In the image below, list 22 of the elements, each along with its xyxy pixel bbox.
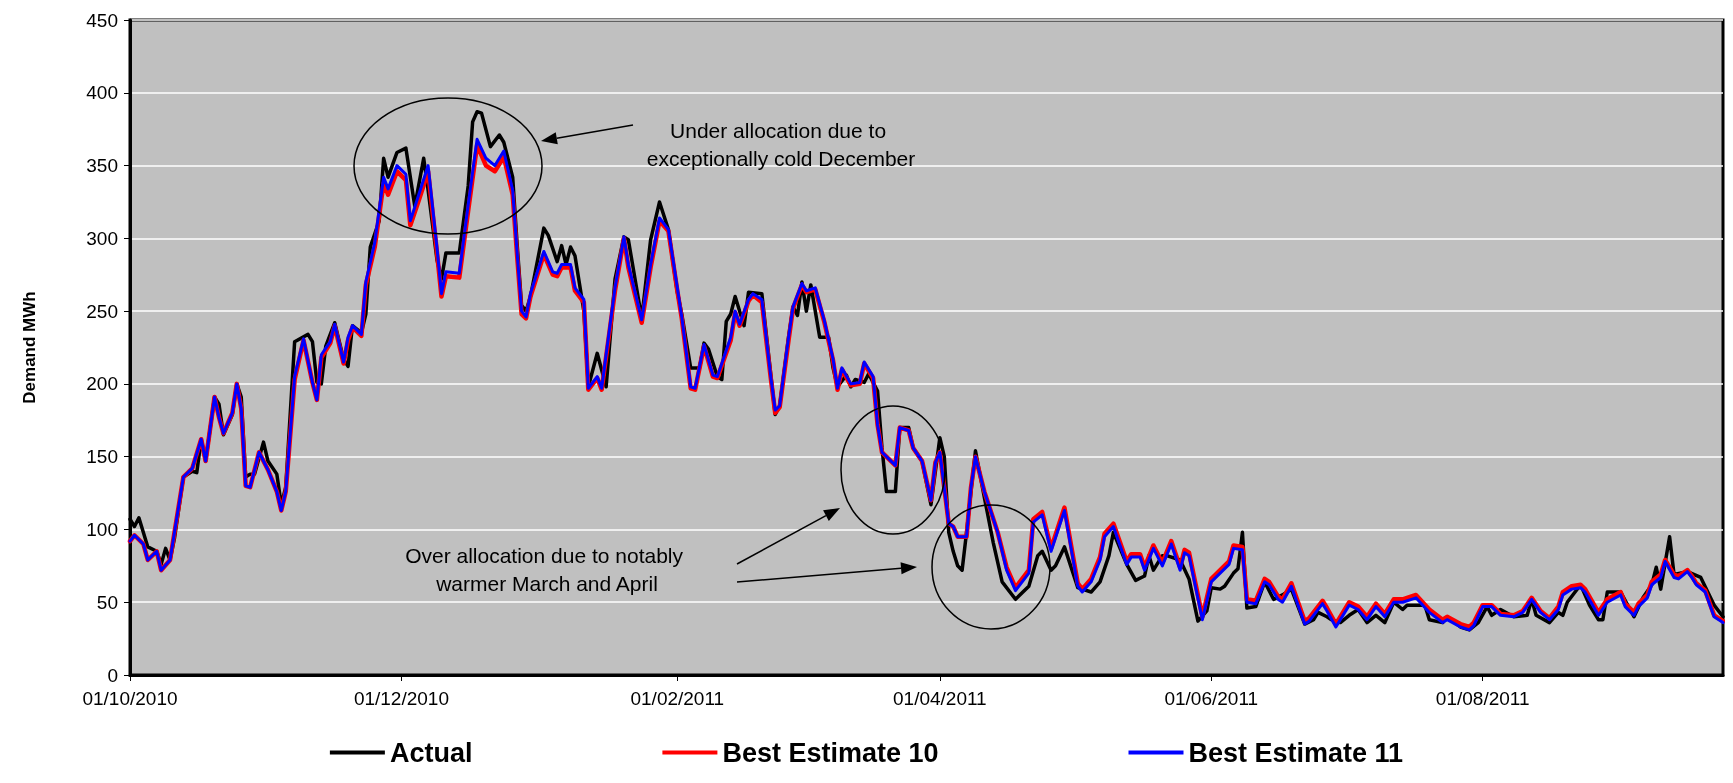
y-tick-label: 50 (96, 591, 118, 613)
x-tick-label: 01/12/2010 (353, 688, 449, 709)
x-tick-label: 01/10/2010 (82, 688, 178, 709)
annotation: Under allocation due to exceptionally cold December (646, 118, 916, 170)
annotation: Over allocation due to notably warmer March and April (405, 543, 689, 595)
y-tick-label: 250 (86, 300, 118, 322)
y-tick-label: 0 (107, 664, 118, 686)
x-tick-label: 01/08/2011 (1435, 688, 1530, 709)
legend-label: Best Estimate 10 (722, 737, 939, 768)
legend-label: Actual (389, 737, 473, 768)
x-tick-label: 01/04/2011 (893, 688, 987, 709)
y-tick-label: 400 (86, 82, 118, 104)
y-tick-label: 350 (86, 155, 118, 177)
x-tick-label: 01/06/2011 (1164, 688, 1259, 709)
y-axis-title: Demand MWh (20, 291, 39, 404)
y-tick-label: 300 (86, 227, 118, 249)
legend-label: Best Estimate 11 (1188, 737, 1404, 768)
y-tick-label: 150 (86, 446, 118, 468)
y-tick-label: 100 (86, 518, 118, 540)
x-tick-label: 01/02/2011 (630, 688, 725, 709)
y-tick-label: 450 (86, 9, 118, 31)
y-tick-label: 200 (86, 373, 118, 395)
